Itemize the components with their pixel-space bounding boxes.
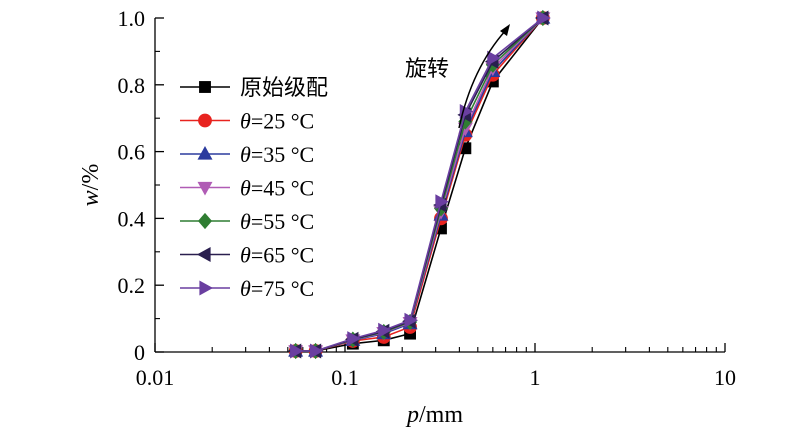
legend-item: θ=65 °C <box>180 243 314 268</box>
series-6 <box>290 10 551 359</box>
annotation-label: 旋转 <box>405 57 449 82</box>
legend-label: θ=35 °C <box>240 142 314 167</box>
axes: 0.01 0.1 1 10 0 0.2 0.4 0.6 0.8 1.0 p/mm w/% <box>78 6 736 428</box>
legend-item: θ=25 °C <box>180 109 314 134</box>
x-axis-title: p/mm <box>405 402 463 428</box>
legend-marker <box>199 81 211 93</box>
data-point <box>435 194 449 210</box>
data-point <box>290 343 304 359</box>
y-axis-title-symbol: w <box>78 190 104 206</box>
legend-label: θ=65 °C <box>240 243 314 268</box>
legend-item: θ=35 °C <box>180 142 314 167</box>
legend-label: θ=25 °C <box>240 109 314 134</box>
y-axis-title: w/% <box>78 164 104 207</box>
annotation-arrow-shaft <box>458 29 507 129</box>
y-tick-label: 0.6 <box>118 140 146 165</box>
data-point <box>347 331 361 347</box>
x-tick-label: 1 <box>530 365 541 390</box>
annotation-arrow-head <box>500 24 510 36</box>
x-axis-title-unit: /mm <box>419 402 463 428</box>
legend-item: θ=75 °C <box>180 276 314 301</box>
y-tick-label: 0.4 <box>118 206 146 231</box>
legend-marker <box>197 247 211 262</box>
legend-label: θ=45 °C <box>240 176 314 201</box>
y-tick-label: 0.8 <box>118 73 146 98</box>
x-tick-label: 0.1 <box>331 365 359 390</box>
legend-label: θ=75 °C <box>240 276 314 301</box>
x-tick-label: 0.01 <box>136 365 175 390</box>
y-tick-label: 0 <box>134 340 145 365</box>
legend-item: 原始级配 <box>180 76 328 101</box>
legend: 原始级配 θ=25 °C θ=35 °C θ=45 °C θ=55 °C θ=65 °C θ… <box>180 76 328 301</box>
legend-marker <box>199 280 213 296</box>
data-point <box>404 312 419 328</box>
y-tick-label: 0.2 <box>118 273 146 298</box>
legend-label: θ=55 °C <box>240 209 314 234</box>
legend-item: θ=45 °C <box>180 176 314 201</box>
legend-marker <box>198 113 212 128</box>
data-point <box>378 322 392 338</box>
data-point <box>309 343 324 359</box>
y-tick-label: 1.0 <box>118 6 146 31</box>
data-point <box>459 104 474 120</box>
data-point <box>487 50 501 66</box>
y-axis-title-unit: /% <box>78 164 104 191</box>
rotation-annotation: 旋转 <box>405 24 510 129</box>
legend-label: 原始级配 <box>240 76 328 101</box>
x-axis-title-symbol: p <box>405 402 419 428</box>
legend-item: θ=55 °C <box>180 209 314 234</box>
legend-marker <box>197 146 213 160</box>
x-tick-label: 10 <box>714 365 736 390</box>
legend-marker <box>197 181 213 196</box>
data-point <box>537 10 551 26</box>
legend-marker <box>197 212 213 230</box>
series-layer <box>287 9 551 360</box>
